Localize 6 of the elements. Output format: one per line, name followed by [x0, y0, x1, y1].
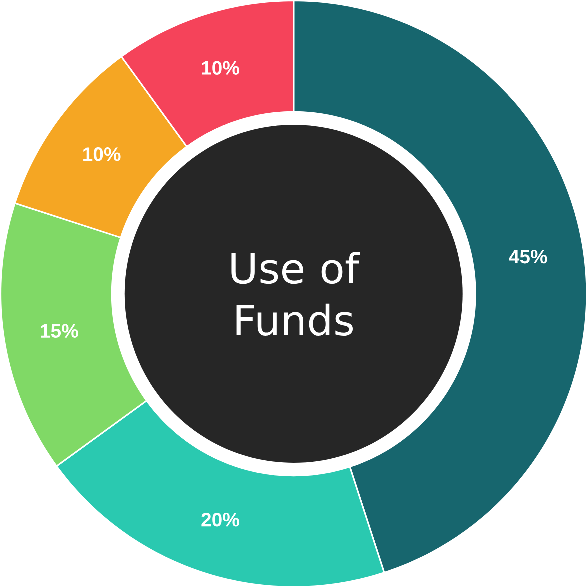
data-label: 15%: [41, 324, 78, 338]
text: Use of Funds: [232, 252, 361, 336]
data-label: 45%: [509, 250, 548, 264]
data-label: 20%: [202, 512, 240, 527]
data-label: 10%: [84, 147, 121, 162]
data-label: 10%: [202, 61, 240, 75]
